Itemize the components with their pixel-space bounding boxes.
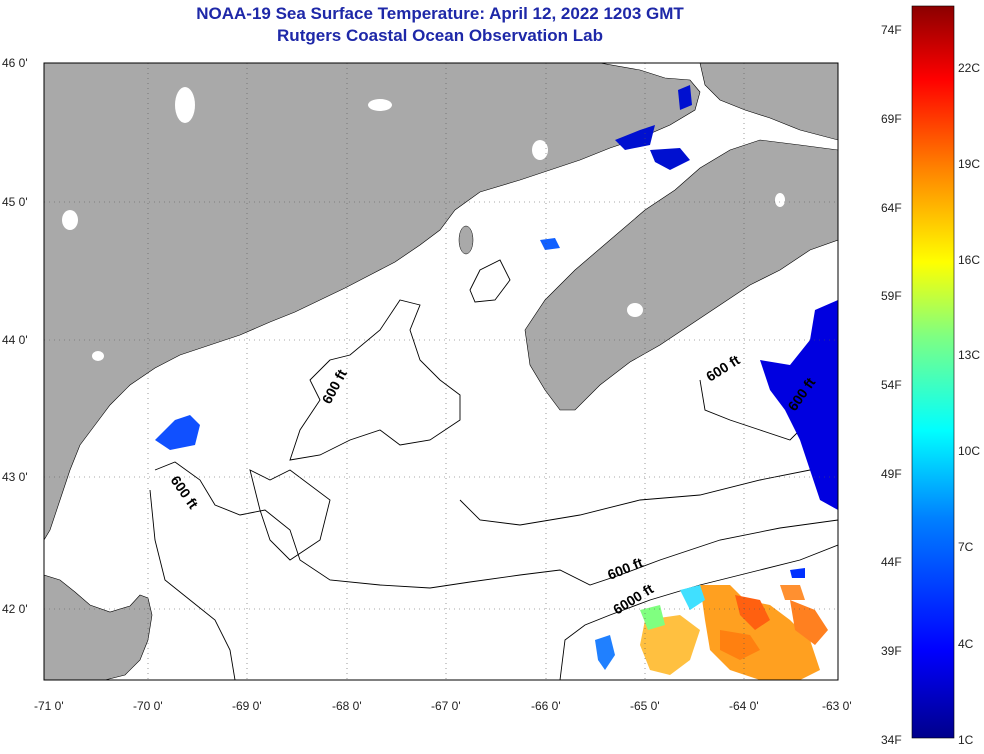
lon-label: -63 0' — [822, 699, 852, 713]
svg-text:22C: 22C — [958, 61, 980, 75]
map-frame — [43, 62, 839, 681]
lat-label: 46 0' — [2, 56, 28, 70]
lat-label: 42 0' — [2, 602, 28, 616]
svg-text:39F: 39F — [881, 644, 902, 658]
svg-text:64F: 64F — [881, 201, 902, 215]
lat-label: 45 0' — [2, 195, 28, 209]
svg-text:54F: 54F — [881, 378, 902, 392]
svg-text:59F: 59F — [881, 289, 902, 303]
colorbar-celsius-labels: 22C 19C 16C 13C 10C 7C 4C 1C — [958, 61, 980, 747]
svg-text:19C: 19C — [958, 157, 980, 171]
svg-text:69F: 69F — [881, 112, 902, 126]
bathymetry-contours — [149, 259, 838, 680]
svg-text:44F: 44F — [881, 555, 902, 569]
land-island — [458, 225, 474, 255]
lon-label: -69 0' — [232, 699, 262, 713]
lon-label: -68 0' — [332, 699, 362, 713]
svg-text:16C: 16C — [958, 253, 980, 267]
svg-text:49F: 49F — [881, 467, 902, 481]
lon-label: -67 0' — [431, 699, 461, 713]
lon-label: -71 0' — [34, 699, 64, 713]
inland-lakes — [62, 87, 785, 361]
land-mainland — [44, 63, 701, 541]
svg-text:13C: 13C — [958, 348, 980, 362]
lon-label: -64 0' — [729, 699, 759, 713]
lat-label: 44 0' — [2, 333, 28, 347]
land-cape-breton — [699, 63, 838, 141]
colorbar-fahrenheit-labels: 74F 69F 64F 59F 54F 49F 44F 39F 34F — [881, 23, 902, 747]
svg-text:34F: 34F — [881, 733, 902, 747]
lon-label: -65 0' — [630, 699, 660, 713]
svg-text:4C: 4C — [958, 637, 974, 651]
land-nova-scotia — [524, 139, 838, 411]
map-title: NOAA-19 Sea Surface Temperature: April 1… — [196, 4, 684, 23]
svg-text:7C: 7C — [958, 540, 974, 554]
lat-label: 43 0' — [2, 470, 28, 484]
svg-text:10C: 10C — [958, 444, 980, 458]
svg-text:74F: 74F — [881, 23, 902, 37]
lon-label: -70 0' — [133, 699, 163, 713]
svg-text:1C: 1C — [958, 733, 974, 747]
map-subtitle: Rutgers Coastal Ocean Observation Lab — [277, 26, 603, 45]
colorbar — [911, 5, 955, 739]
lon-label: -66 0' — [531, 699, 561, 713]
